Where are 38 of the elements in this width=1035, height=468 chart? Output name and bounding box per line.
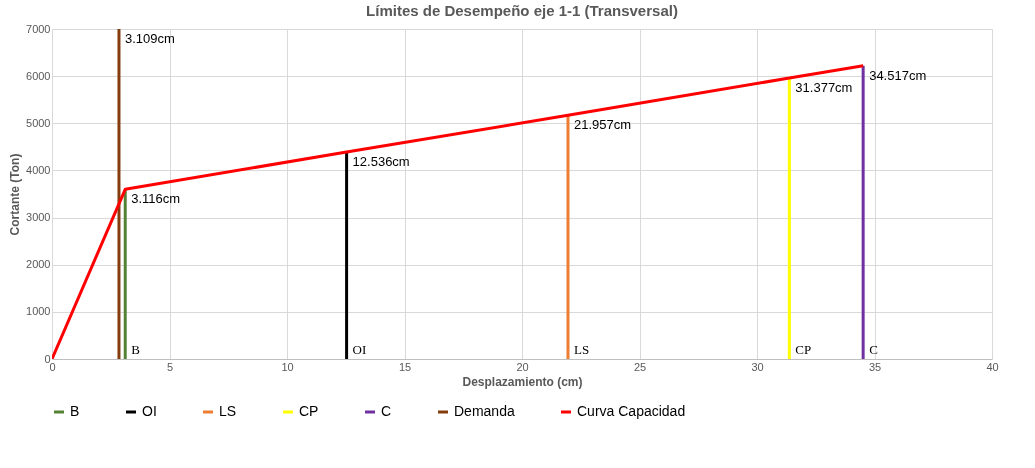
x-tick-label: 30: [751, 360, 764, 373]
annotation: C: [869, 342, 878, 357]
legend-label: LS: [219, 403, 237, 419]
legend-label: B: [70, 403, 80, 419]
legend-label: OI: [142, 403, 157, 419]
annotation: 31.377cm: [795, 80, 853, 96]
line-series: [52, 64, 865, 359]
x-tick-label: 40: [986, 360, 999, 373]
legend-label: Demanda: [454, 403, 515, 419]
x-tick-label: 20: [516, 360, 529, 373]
y-tick-label: 2000: [26, 258, 51, 271]
legend-label: C: [381, 403, 392, 419]
annotation: CP: [795, 342, 812, 357]
y-axis-title: Cortante (Ton): [8, 153, 23, 236]
chart-title: Límites de Desempeño eje 1-1 (Transversal): [366, 2, 678, 19]
annotation: 3.109cm: [124, 31, 175, 46]
y-tick-label: 0: [44, 352, 51, 365]
annotation: 12.536cm: [352, 154, 410, 170]
x-tick-label: 35: [868, 360, 882, 373]
annotation: 3.116cm: [131, 191, 181, 207]
y-tick-label: 4000: [26, 163, 51, 176]
x-tick-label: 5: [166, 360, 174, 373]
annotation: 21.957cm: [573, 117, 632, 133]
y-tick-label: 1000: [26, 305, 51, 318]
annotation: B: [131, 342, 141, 357]
x-axis-title: Desplazamiento (cm): [462, 374, 583, 389]
y-tick-label: 3000: [26, 211, 51, 224]
annotation: OI: [352, 342, 367, 357]
annotation: LS: [573, 342, 590, 357]
legend-label: Curva Capacidad: [577, 403, 686, 419]
y-tick-label: 6000: [26, 69, 51, 82]
legend-label: CP: [299, 403, 319, 419]
y-tick-label: 5000: [26, 116, 51, 129]
y-tick-label: 7000: [26, 22, 51, 35]
annotation: 34.517cm: [869, 67, 927, 83]
x-tick-label: 10: [281, 360, 294, 373]
x-tick-label: 25: [633, 360, 647, 373]
x-tick-label: 15: [398, 360, 412, 373]
